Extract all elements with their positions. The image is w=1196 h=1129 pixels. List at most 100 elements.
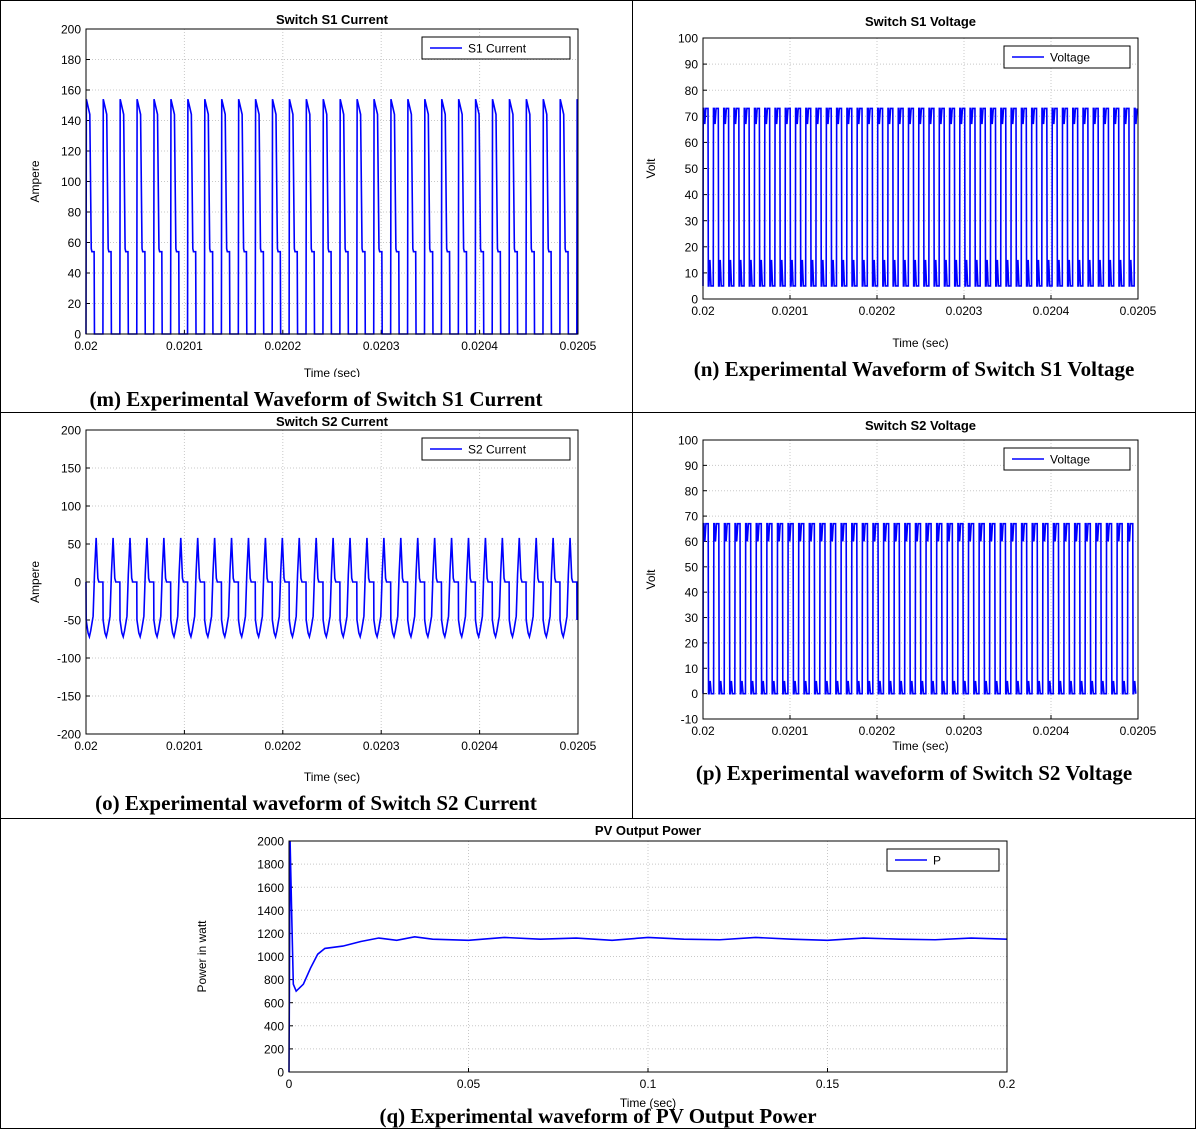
- x-tick-label: 0.0204: [1033, 304, 1070, 318]
- y-axis-label: Ampere: [28, 561, 42, 603]
- chart-n: 0.02 0.0201 0.0202 0.0203 0.0204 0.0205 0 10 20 3…: [644, 14, 1157, 350]
- y-tick-label: -200: [57, 728, 81, 742]
- y-tick-label: 1000: [257, 950, 284, 964]
- y-tick-label: 0: [74, 576, 81, 590]
- plot-area: [289, 841, 1007, 1072]
- y-tick-label: 60: [685, 136, 699, 150]
- chart-o: 0.02 0.0201 0.0202 0.0203 0.0204 0.0205 -200 -1…: [28, 414, 597, 784]
- legend-label: Voltage: [1050, 51, 1090, 65]
- y-tick-label: 100: [61, 500, 81, 514]
- caption-m: (m) Experimental Waveform of Switch S1 C…: [89, 387, 543, 411]
- plot-frame: [85, 429, 579, 735]
- table-divider-vertical: [632, 0, 633, 818]
- x-axis-label: Time (sec): [892, 739, 948, 753]
- plot-frame: [702, 37, 1139, 300]
- x-tick-label: 0.0205: [1120, 304, 1157, 318]
- y-tick-label: 0: [691, 293, 698, 307]
- y-tick-label: 40: [685, 188, 699, 202]
- x-tick-label: 0.0201: [166, 339, 203, 353]
- chart-cell-p: 0.02 0.0201 0.0202 0.0203 0.0204 0.0205 -10 0 10…: [633, 413, 1195, 817]
- y-tick-label: 140: [61, 114, 81, 128]
- x-tick-label: 0.0203: [363, 339, 400, 353]
- series-line: [85, 537, 578, 640]
- y-tick-label: 180: [61, 53, 81, 67]
- legend-label: S2 Current: [468, 443, 527, 457]
- y-tick-label: 60: [68, 236, 82, 250]
- x-tick-label: 0.0203: [363, 739, 400, 753]
- legend-box: [1003, 45, 1131, 69]
- x-axis-label: Time (sec): [620, 1096, 676, 1109]
- y-tick-label: 70: [685, 110, 699, 124]
- legend-label: P: [933, 854, 941, 868]
- x-tick-label: 0.02: [691, 724, 715, 738]
- y-tick-label: 40: [685, 586, 699, 600]
- x-tick-label: 0.02: [74, 339, 98, 353]
- y-tick-label: 200: [61, 424, 81, 438]
- y-tick-label: 2000: [257, 835, 284, 849]
- caption-p: (p) Experimental waveform of Switch S2 V…: [695, 761, 1133, 785]
- y-tick-label: -50: [64, 614, 82, 628]
- plot-frame: [288, 840, 1008, 1073]
- x-tick-label: 0.0205: [1120, 724, 1157, 738]
- y-tick-label: 10: [685, 662, 699, 676]
- y-tick-label: 0: [277, 1066, 284, 1080]
- y-tick-label: 50: [68, 538, 82, 552]
- x-tick-label: 0.0203: [946, 304, 983, 318]
- y-tick-label: 50: [685, 560, 699, 574]
- y-tick-label: 20: [685, 240, 699, 254]
- legend-label: S1 Current: [468, 42, 527, 56]
- chart-title: PV Output Power: [595, 823, 701, 838]
- legend-label: Voltage: [1050, 453, 1090, 467]
- plot-frame: [85, 28, 579, 335]
- y-tick-label: 160: [61, 84, 81, 98]
- y-tick-label: 1800: [257, 858, 284, 872]
- x-tick-label: 0.0202: [264, 739, 301, 753]
- y-tick-label: 800: [264, 973, 284, 987]
- legend-box: [886, 848, 1000, 872]
- y-tick-label: 50: [685, 162, 699, 176]
- y-tick-label: 80: [685, 84, 699, 98]
- y-tick-label: 600: [264, 996, 284, 1010]
- chart-p: 0.02 0.0201 0.0202 0.0203 0.0204 0.0205 -10 0 10…: [644, 418, 1157, 753]
- x-tick-label: 0.05: [457, 1077, 481, 1091]
- chart-title: Switch S1 Current: [276, 12, 389, 27]
- chart-m: 0.02 0.0201 0.0202 0.0203 0.0204 0.0205 0 20 40 6…: [28, 12, 597, 377]
- series-line: [702, 522, 1137, 695]
- x-tick-label: 0: [286, 1077, 293, 1091]
- y-tick-label: 0: [691, 687, 698, 701]
- chart-title: Switch S1 Voltage: [865, 14, 976, 29]
- x-tick-label: 0.0201: [166, 739, 203, 753]
- table-divider-row-2: [0, 818, 1196, 819]
- chart-title: Switch S2 Voltage: [865, 418, 976, 433]
- y-tick-label: 90: [685, 58, 699, 72]
- x-tick-label: 0.0204: [1033, 724, 1070, 738]
- y-tick-label: 200: [264, 1042, 284, 1056]
- y-tick-label: 90: [685, 459, 699, 473]
- y-tick-label: 40: [68, 267, 82, 281]
- y-tick-label: 20: [685, 636, 699, 650]
- y-tick-label: -10: [681, 713, 699, 727]
- y-axis-label: Power in watt: [195, 920, 209, 993]
- y-tick-label: 30: [685, 214, 699, 228]
- x-tick-label: 0.02: [691, 304, 715, 318]
- chart-cell-m: 0.02 0.0201 0.0202 0.0203 0.0204 0.0205 0 20 40 6…: [1, 1, 631, 411]
- table-divider-row-1: [0, 412, 1196, 413]
- x-tick-label: 0.0203: [946, 724, 983, 738]
- y-tick-label: 1400: [257, 904, 284, 918]
- caption-n: (n) Experimental Waveform of Switch S1 V…: [693, 357, 1135, 381]
- chart-cell-o: 0.02 0.0201 0.0202 0.0203 0.0204 0.0205 -200 -1…: [1, 413, 631, 817]
- y-tick-label: 60: [685, 535, 699, 549]
- legend-box: [421, 36, 571, 60]
- y-tick-label: 150: [61, 462, 81, 476]
- x-axis-label: Time (sec): [892, 336, 948, 350]
- x-tick-label: 0.0205: [560, 739, 597, 753]
- y-tick-label: 200: [61, 23, 81, 37]
- x-axis-label: Time (sec): [304, 366, 360, 377]
- x-tick-label: 0.2: [999, 1077, 1016, 1091]
- x-tick-label: 0.0204: [461, 339, 498, 353]
- chart-cell-n: 0.02 0.0201 0.0202 0.0203 0.0204 0.0205 0 10 20 3…: [633, 1, 1195, 411]
- caption-q: (q) Experimental waveform of PV Output P…: [379, 1104, 817, 1128]
- y-tick-label: -150: [57, 690, 81, 704]
- y-tick-label: 400: [264, 1019, 284, 1033]
- y-axis-label: Volt: [644, 569, 658, 590]
